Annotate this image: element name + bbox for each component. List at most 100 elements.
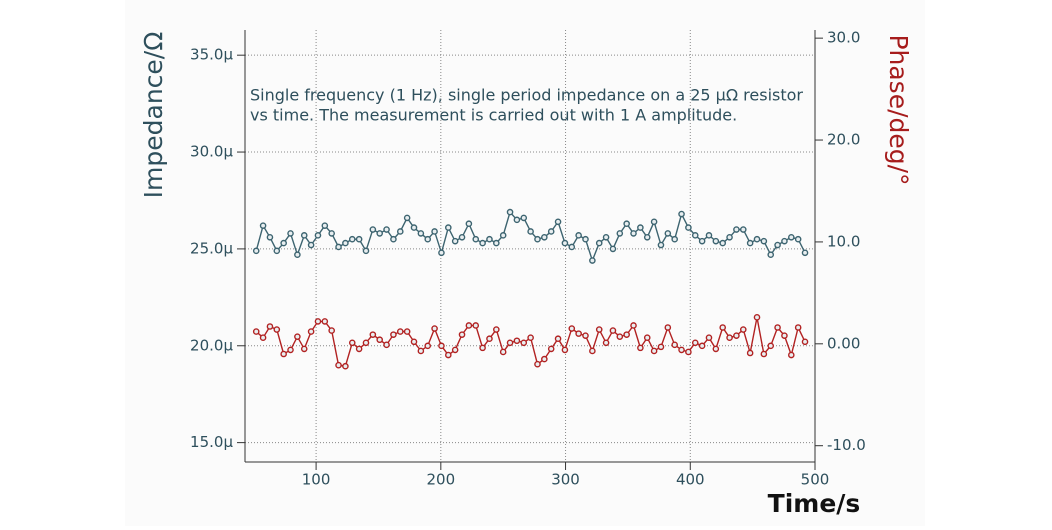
data-point [342, 362, 349, 370]
data-point [527, 228, 534, 235]
data-point [335, 243, 342, 251]
data-point [534, 235, 541, 243]
data-point [602, 339, 610, 347]
data-point [650, 218, 658, 226]
data-point [513, 337, 521, 345]
data-point [767, 251, 775, 259]
data-point [348, 235, 356, 243]
data-point [595, 326, 603, 333]
data-point [506, 339, 514, 347]
data-point [355, 235, 363, 243]
data-point [685, 348, 692, 356]
x-tick-label: 300 [551, 471, 580, 489]
data-point [774, 241, 781, 249]
data-point [383, 341, 390, 349]
data-point [465, 220, 473, 228]
data-point [541, 355, 548, 363]
data-point [561, 346, 569, 354]
data-point [266, 233, 274, 241]
data-point [705, 334, 713, 341]
data-point [788, 351, 795, 359]
data-point [657, 343, 665, 351]
data-point [403, 328, 411, 335]
data-point [637, 224, 644, 231]
data-point [376, 336, 384, 344]
x-tick-label: 400 [676, 471, 705, 489]
data-point [691, 232, 699, 239]
data-point [534, 360, 541, 368]
data-point [547, 228, 555, 235]
data-point [348, 339, 356, 347]
data-point [650, 347, 658, 355]
data-point [376, 230, 384, 237]
data-point [630, 322, 637, 329]
data-point [486, 335, 493, 343]
data-point [568, 243, 576, 251]
data-point [410, 224, 418, 231]
data-point [781, 332, 788, 339]
data-point [259, 334, 267, 341]
data-point [520, 339, 528, 347]
data-point [417, 230, 425, 237]
data-point [643, 233, 651, 241]
data-point [527, 334, 534, 341]
data-point [623, 331, 630, 338]
data-point [678, 346, 685, 354]
data-point [390, 331, 397, 338]
annotation-line: Single frequency (1 Hz), single period i… [250, 86, 803, 105]
data-point [616, 230, 624, 237]
data-point [479, 344, 486, 352]
data-point [657, 241, 665, 249]
data-point [396, 228, 404, 235]
data-point [252, 328, 260, 335]
data-point [753, 314, 761, 321]
data-point [575, 330, 582, 337]
data-point [390, 235, 397, 243]
data-point [280, 350, 287, 358]
data-point [410, 338, 418, 346]
data-point [609, 327, 617, 334]
data-point [300, 345, 308, 353]
data-point [767, 342, 775, 350]
data-point [643, 334, 651, 341]
data-point [417, 347, 425, 355]
data-point [760, 237, 768, 245]
y2-tick-label: -10.0 [827, 436, 866, 454]
data-point [335, 361, 342, 369]
data-point [671, 235, 678, 243]
x-axis-label: Time/s [768, 489, 861, 518]
data-point [280, 239, 287, 247]
data-point [685, 224, 692, 231]
data-point [287, 346, 294, 354]
data-point [321, 318, 329, 325]
data-point [294, 333, 301, 340]
data-point [314, 318, 322, 325]
data-point [774, 324, 781, 331]
data-point [589, 257, 596, 264]
data-point [637, 344, 644, 352]
data-point [451, 237, 459, 245]
data-point [582, 235, 589, 243]
data-point [451, 346, 459, 354]
data-point [472, 322, 480, 329]
data-point [273, 326, 281, 333]
data-point [568, 325, 576, 332]
data-point [287, 230, 294, 237]
data-point [266, 323, 274, 330]
x-tick-label: 200 [427, 471, 456, 489]
data-point [506, 208, 514, 216]
x-tick-label: 100 [302, 471, 331, 489]
chart-background [125, 0, 925, 526]
y2-tick-label: 0.00 [827, 334, 860, 352]
data-point [554, 335, 562, 343]
data-point [362, 339, 370, 347]
data-point [616, 333, 624, 340]
data-point [520, 214, 528, 222]
data-point [252, 247, 260, 255]
data-point [671, 341, 678, 349]
data-point [486, 235, 493, 243]
data-point [664, 324, 672, 331]
data-point [788, 233, 795, 241]
data-point [698, 342, 706, 350]
